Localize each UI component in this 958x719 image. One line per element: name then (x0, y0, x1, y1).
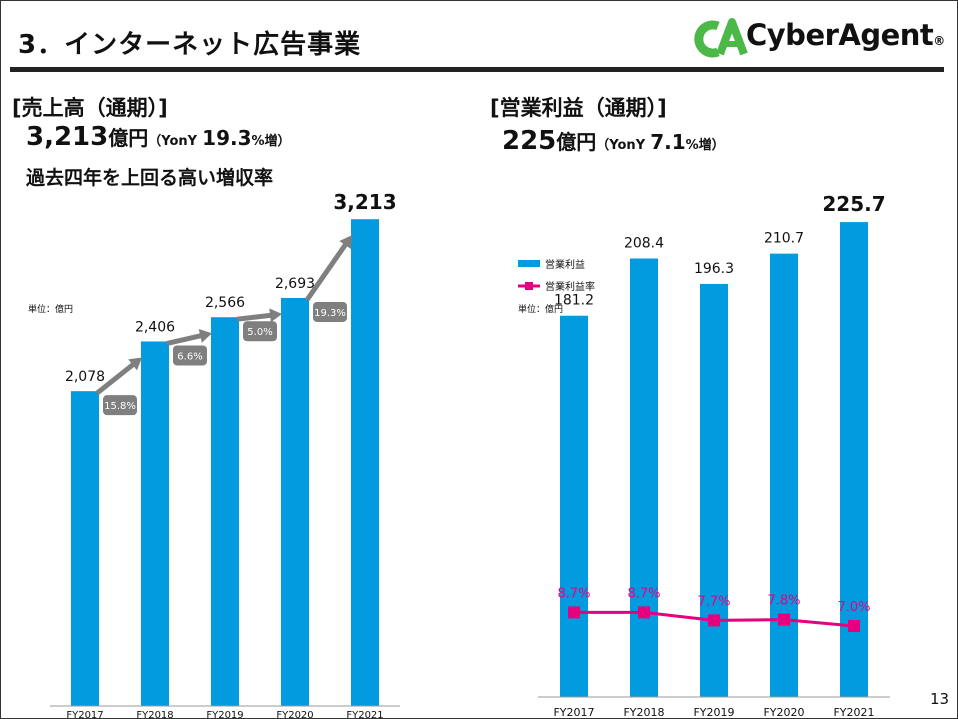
revenue-yoy-close: %増） (251, 134, 291, 149)
profit-heading: [営業利益（通期）] (490, 96, 667, 120)
revenue-kpi-value: 3,213 (26, 122, 109, 152)
revenue-tick-label: FY2020 (276, 710, 313, 719)
legend-line-marker (525, 282, 533, 290)
margin-data-label: 8.7% (557, 586, 590, 601)
growth-badge (313, 301, 347, 322)
revenue-bar (281, 297, 309, 706)
growth-arrow-head (269, 308, 282, 323)
profit-kpi-value: 225 (502, 126, 557, 156)
profit-data-label: 210.7 (764, 231, 804, 247)
profit-tick-label: FY2017 (553, 706, 594, 719)
growth-badge-label: 6.6% (177, 351, 202, 362)
profit-yoy-close: %増） (685, 138, 725, 153)
revenue-bar (141, 341, 169, 706)
revenue-kpi-unit: 億円 (108, 126, 149, 150)
revenue-bar (351, 219, 379, 706)
revenue-yoy-value: 19.3 (202, 126, 252, 150)
revenue-data-label: 2,406 (135, 319, 175, 335)
profit-bar (630, 258, 658, 697)
profit-bar (560, 315, 588, 697)
profit-bar (700, 283, 728, 697)
growth-badge-label: 19.3% (314, 308, 346, 319)
profit-data-label: 208.4 (624, 235, 664, 251)
revenue-subline: 過去四年を上回る高い増収率 (26, 167, 274, 189)
revenue-data-label: 2,078 (65, 369, 105, 385)
legend-bar-label: 営業利益 (545, 258, 585, 271)
revenue-heading: [売上高（通期）] (12, 96, 168, 120)
growth-arrow (95, 361, 137, 396)
growth-arrow (304, 241, 349, 302)
cyberagent-logo: CyberAgent® (690, 16, 950, 62)
profit-data-label: 196.3 (694, 261, 734, 277)
profit-kpi: 225億円（YonY 7.1%増） (502, 126, 725, 156)
profit-tick-label: FY2018 (623, 706, 664, 719)
legend-line-label: 営業利益率 (545, 280, 595, 293)
revenue-yoy-open: （YonY (148, 134, 198, 149)
margin-data-label: 7.7% (697, 594, 730, 609)
profit-tick-label: FY2021 (833, 706, 874, 719)
logo-text: CyberAgent® (746, 18, 945, 52)
revenue-tick-label: FY2017 (66, 710, 103, 719)
margin-marker (638, 606, 650, 619)
growth-badge-label: 15.8% (104, 401, 136, 412)
revenue-data-label: 3,213 (333, 190, 396, 214)
growth-badge (173, 345, 207, 366)
profit-bar (770, 253, 798, 697)
profit-tick-label: FY2019 (693, 706, 734, 719)
margin-data-label: 8.7% (627, 586, 660, 601)
revenue-bar (211, 317, 239, 706)
growth-arrow (236, 312, 273, 322)
profit-kpi-unit: 億円 (556, 130, 597, 154)
growth-arrow-head (198, 329, 212, 343)
growth-arrow-head (339, 235, 352, 250)
profit-tick-label: FY2020 (763, 706, 804, 719)
margin-data-label: 7.8% (767, 594, 800, 609)
growth-badge-label: 5.0% (247, 327, 272, 338)
growth-badge (243, 321, 277, 342)
revenue-unit-label: 単位：億円 (28, 303, 73, 315)
ca-logo-icon (694, 18, 748, 58)
title-rule (10, 67, 944, 72)
profit-data-label: 181.2 (554, 293, 594, 309)
revenue-tick-label: FY2019 (206, 710, 243, 719)
profit-data-label: 225.7 (822, 192, 885, 216)
revenue-tick-label: FY2021 (346, 710, 383, 719)
growth-arrow (166, 332, 204, 346)
revenue-data-label: 2,566 (205, 295, 245, 311)
margin-marker (848, 620, 860, 632)
margin-data-label: 7.0% (837, 600, 870, 615)
profit-yoy-value: 7.1 (650, 130, 686, 154)
margin-marker (568, 606, 580, 619)
margin-marker (778, 613, 790, 626)
revenue-bar (71, 391, 99, 706)
legend-bar-swatch (518, 260, 540, 267)
growth-badge (103, 395, 137, 416)
page-number: 13 (930, 690, 950, 708)
profit-unit-label: 単位：億円 (518, 303, 563, 315)
page-title: 3．インターネット広告事業 (18, 30, 362, 60)
revenue-tick-label: FY2018 (136, 710, 173, 719)
profit-bar (840, 222, 868, 697)
margin-marker (708, 614, 720, 627)
revenue-data-label: 2,693 (275, 276, 315, 292)
revenue-kpi: 3,213億円（YonY 19.3%増） (26, 122, 291, 152)
growth-arrow-head (128, 357, 142, 371)
profit-yoy-open: （YonY (596, 138, 646, 153)
